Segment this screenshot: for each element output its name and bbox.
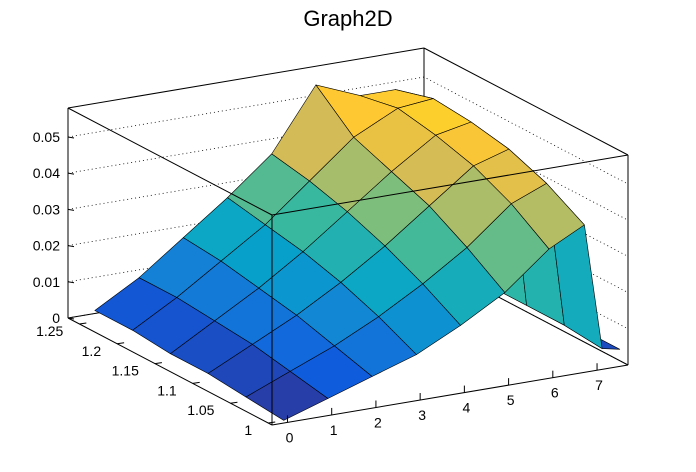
box-edge: [271, 154, 629, 216]
z-tick-label: 0.05: [33, 129, 60, 145]
box-edge: [67, 107, 273, 216]
y-tick-label: 1.2: [82, 343, 102, 359]
y-tick-label: 1: [244, 422, 252, 438]
grid-line: [67, 76, 629, 185]
z-tick: [67, 136, 75, 139]
x-tick-label: 7: [595, 377, 603, 393]
x-tick-label: 6: [551, 385, 559, 401]
z-tick: [67, 172, 75, 175]
y-tick: [230, 401, 238, 404]
y-tick: [79, 322, 87, 325]
x-tick-label: 0: [286, 429, 294, 445]
x-tick-label: 3: [418, 407, 426, 423]
grid-line: [67, 112, 629, 221]
box-edge: [67, 317, 273, 426]
z-tick-label: 0.04: [33, 165, 60, 181]
y-tick-label: 1.25: [36, 323, 63, 339]
y-tick: [192, 381, 200, 384]
z-tick-label: 0.02: [33, 238, 60, 254]
y-tick-label: 1.1: [157, 382, 177, 398]
z-tick-label: 0.01: [33, 274, 60, 290]
chart-title: Graph2D: [303, 6, 392, 31]
x-tick-label: 2: [374, 414, 382, 430]
z-tick: [67, 245, 75, 248]
surface-cell: [245, 371, 329, 421]
z-tick-label: 0: [52, 310, 60, 326]
grid-line: [67, 185, 629, 293]
y-tick-label: 1.05: [187, 402, 214, 418]
grid-line: [67, 148, 629, 257]
y-tick: [117, 342, 125, 345]
z-tick-label: 0.03: [33, 201, 60, 217]
x-tick-label: 1: [330, 422, 338, 438]
box-edge: [423, 47, 629, 156]
y-tick-label: 1.15: [112, 363, 139, 379]
x-tick-label: 4: [462, 400, 470, 416]
x-tick-label: 5: [507, 392, 515, 408]
z-tick: [67, 208, 75, 211]
y-tick: [154, 362, 162, 365]
z-tick: [67, 281, 75, 284]
y-tick: [268, 421, 276, 424]
box-edge: [67, 47, 425, 109]
box-edge: [271, 364, 629, 426]
